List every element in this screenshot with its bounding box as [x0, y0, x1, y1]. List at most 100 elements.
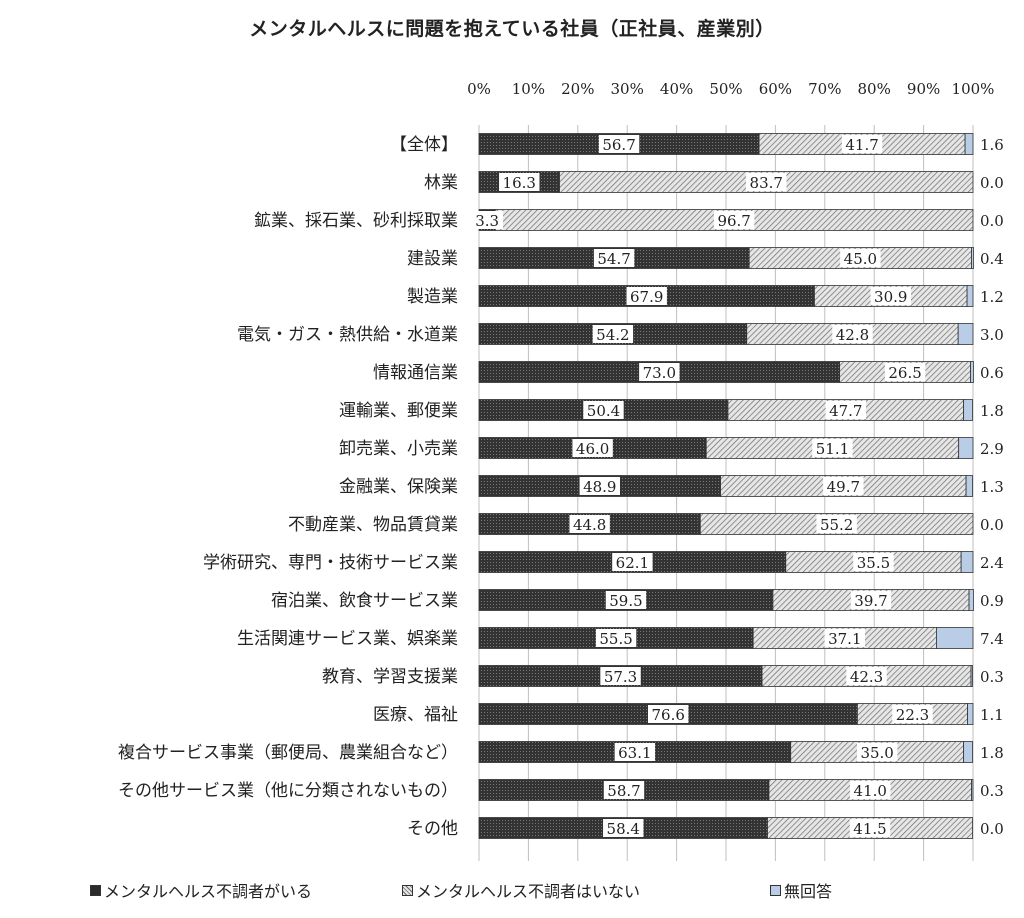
value-label-bg-2-12	[978, 591, 1010, 609]
category-label-6: 情報通信業	[373, 363, 458, 383]
value-label-bg-0-15	[648, 705, 689, 723]
value-label-bg-0-5	[592, 325, 634, 343]
value-label-bg-2-0	[978, 135, 1010, 153]
value-label-2-13: 7.4	[980, 630, 1004, 648]
value-label-0-18: 58.4	[607, 820, 640, 838]
legend-item-absent: メンタルヘルス不調者はいない	[402, 878, 640, 902]
value-label-bg-0-14	[600, 667, 641, 685]
value-label-bg-1-0	[841, 135, 883, 153]
value-label-0-15: 76.6	[651, 706, 684, 724]
category-label-4: 製造業	[407, 287, 458, 307]
value-label-bg-2-9	[978, 477, 1010, 495]
x-tick-label-10: 100%	[952, 80, 995, 98]
value-label-bg-2-2	[978, 211, 1010, 229]
value-label-bg-1-4	[870, 287, 911, 305]
value-label-bg-0-4	[626, 287, 667, 305]
x-tick-label-2: 20%	[561, 80, 594, 98]
x-tick-label-3: 30%	[611, 80, 644, 98]
bar---3	[971, 247, 974, 269]
bar---6	[970, 361, 974, 383]
value-label-bg-1-18	[849, 819, 891, 837]
value-label-bg-0-17	[603, 781, 645, 799]
legend-label-absent: メンタルヘルス不調者はいない	[416, 882, 641, 901]
value-label-bg-0-12	[605, 591, 647, 609]
value-label-1-11: 35.5	[857, 554, 890, 572]
x-tick-label-8: 80%	[858, 80, 891, 98]
value-label-2-10: 0.0	[980, 516, 1004, 534]
value-label-bg-2-4	[978, 287, 1010, 305]
bar---13	[936, 627, 974, 649]
value-label-1-18: 41.5	[853, 820, 886, 838]
bar---4	[966, 285, 974, 307]
bar---9	[965, 475, 973, 497]
value-label-2-1: 0.0	[980, 174, 1004, 192]
value-label-1-15: 22.3	[896, 706, 929, 724]
x-tick-label-7: 70%	[808, 80, 841, 98]
value-label-2-18: 0.0	[980, 820, 1004, 838]
value-label-bg-1-8	[812, 439, 853, 457]
value-label-0-13: 55.5	[599, 630, 632, 648]
category-label-14: 教育、学習支援業	[322, 667, 458, 687]
bar---14	[970, 665, 973, 687]
bar---17	[971, 779, 974, 801]
category-label-16: 複合サービス事業（郵便局、農業組合など）	[118, 743, 458, 763]
value-label-bg-0-10	[569, 515, 610, 533]
bar---12	[968, 589, 974, 611]
category-label-10: 不動産業、物品賃貸業	[288, 515, 458, 535]
value-label-bg-0-6	[639, 363, 680, 381]
bar---0	[964, 133, 974, 155]
value-label-0-4: 67.9	[630, 288, 663, 306]
x-tick-label-1: 10%	[512, 80, 545, 98]
value-label-bg-0-8	[572, 439, 613, 457]
value-label-bg-2-15	[978, 705, 1010, 723]
value-label-2-14: 0.3	[980, 668, 1004, 686]
chart-title: メンタルヘルスに問題を抱えている社員（正社員、産業別）	[249, 18, 775, 40]
value-label-bg-0-11	[612, 553, 653, 571]
category-label-11: 学術研究、専門・技術サービス業	[203, 553, 458, 573]
value-label-0-8: 46.0	[576, 440, 609, 458]
value-label-1-3: 45.0	[844, 250, 877, 268]
value-label-1-2: 96.7	[717, 212, 750, 230]
value-label-0-2: 3.3	[475, 212, 499, 230]
x-tick-label-5: 50%	[709, 80, 742, 98]
legend-swatch-absent	[402, 884, 413, 896]
value-label-bg-1-12	[850, 591, 892, 609]
category-label-17: その他サービス業（他に分類されないもの）	[118, 781, 458, 801]
value-label-0-14: 57.3	[604, 668, 637, 686]
bar---7	[963, 399, 973, 421]
x-tick-label-4: 40%	[660, 80, 693, 98]
category-label-1: 林業	[424, 173, 458, 193]
value-label-1-17: 41.0	[854, 782, 887, 800]
value-label-bg-2-17	[978, 781, 1010, 799]
value-label-0-3: 54.7	[597, 250, 630, 268]
legend: メンタルヘルス不調者がいる メンタルヘルス不調者はいない 無回答	[0, 878, 1024, 906]
category-label-2: 鉱業、採石業、砂利採取業	[254, 211, 458, 231]
value-label-1-12: 39.7	[854, 592, 887, 610]
value-label-bg-1-11	[853, 553, 894, 571]
x-tick-label-9: 90%	[907, 80, 940, 98]
value-label-bg-2-5	[978, 325, 1010, 343]
value-label-0-10: 44.8	[573, 516, 606, 534]
value-label-bg-2-16	[978, 743, 1010, 761]
value-label-1-4: 30.9	[874, 288, 907, 306]
value-label-bg-1-14	[846, 667, 887, 685]
value-label-bg-1-9	[823, 477, 864, 495]
value-label-bg-0-16	[614, 743, 656, 761]
value-label-2-4: 1.2	[980, 288, 1004, 306]
value-label-bg-0-0	[598, 135, 640, 153]
value-label-bg-2-3	[978, 249, 1010, 267]
value-label-2-3: 0.4	[980, 250, 1004, 268]
x-tick-label-6: 60%	[759, 80, 792, 98]
value-label-bg-0-13	[595, 629, 637, 647]
value-label-1-5: 42.8	[836, 326, 869, 344]
value-label-0-12: 59.5	[609, 592, 642, 610]
value-label-1-9: 49.7	[827, 478, 860, 496]
value-label-bg-0-7	[583, 401, 624, 419]
category-label-18: その他	[407, 819, 458, 839]
value-label-bg-0-2	[471, 211, 504, 229]
value-label-1-14: 42.3	[850, 668, 883, 686]
value-label-bg-1-15	[892, 705, 933, 723]
value-label-0-5: 54.2	[596, 326, 629, 344]
value-label-1-10: 55.2	[820, 516, 853, 534]
